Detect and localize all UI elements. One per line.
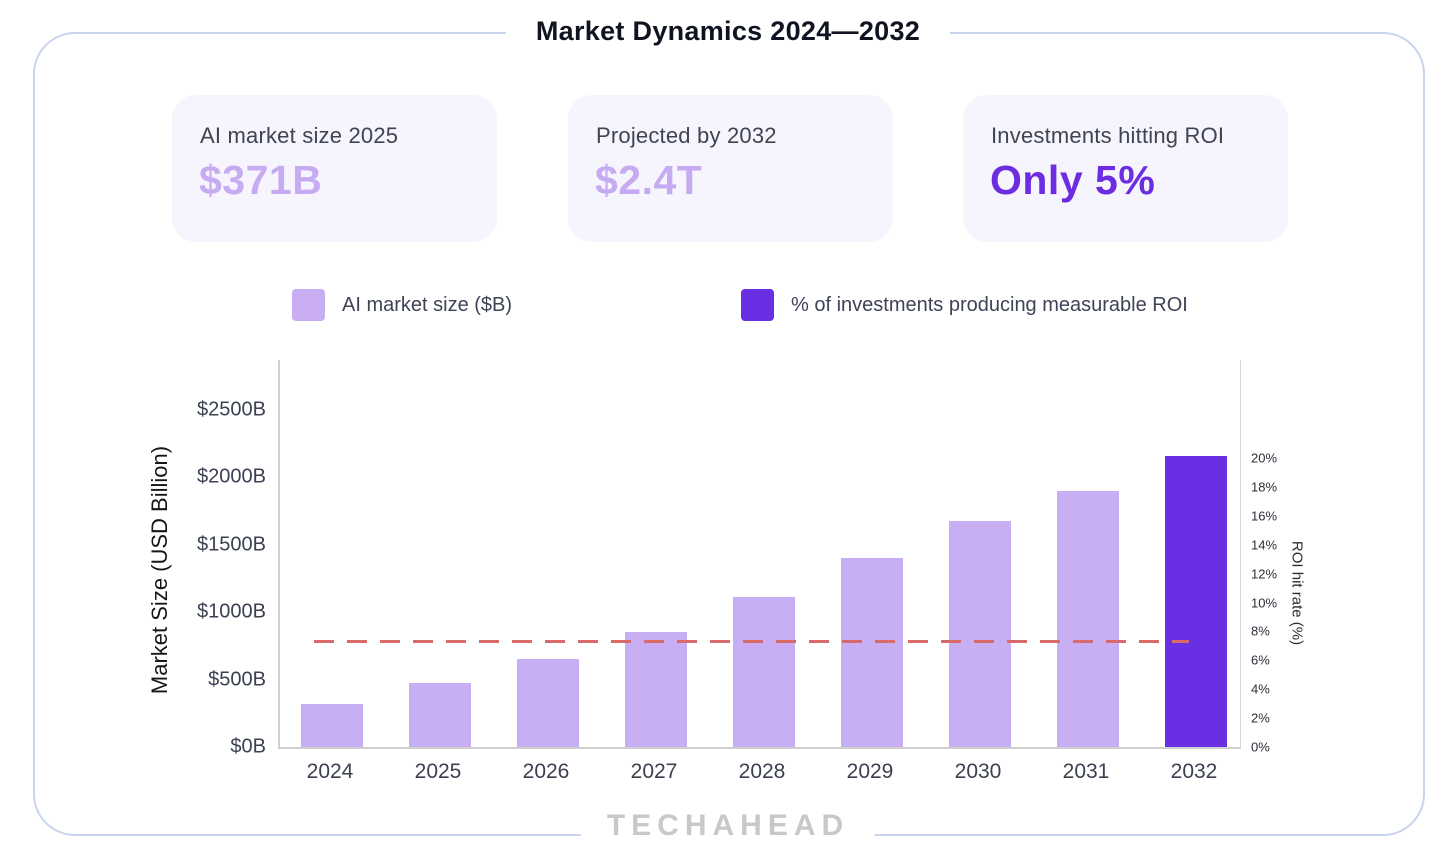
y-tick-right: 10% bbox=[1251, 595, 1278, 610]
x-tick-2030: 2030 bbox=[954, 760, 1002, 783]
y-axis-title-right: ROI hit rate (%) bbox=[1288, 540, 1306, 646]
x-tick-2024: 2024 bbox=[306, 760, 354, 783]
stat-label: Projected by 2032 bbox=[596, 123, 777, 148]
y-tick-left: $1000B bbox=[197, 600, 266, 623]
y-tick-left: $0B bbox=[230, 735, 266, 758]
bar-2032 bbox=[1165, 456, 1227, 747]
y-tick-right: 20% bbox=[1251, 450, 1278, 466]
bar-2024 bbox=[301, 704, 363, 747]
x-tick-2027: 2027 bbox=[630, 760, 678, 783]
x-tick-2032: 2032 bbox=[1170, 760, 1218, 783]
y-tick-left: $2500B bbox=[197, 398, 266, 421]
bar-2026 bbox=[517, 659, 579, 747]
stat-card-market-size-2025: AI market size 2025 $371B bbox=[172, 95, 497, 242]
y-tick-right: 18% bbox=[1251, 479, 1278, 495]
page-title: Market Dynamics 2024—2032 bbox=[505, 12, 951, 50]
y-tick-right: 8% bbox=[1251, 623, 1270, 639]
x-tick-2029: 2029 bbox=[846, 760, 894, 783]
bar-2027 bbox=[625, 632, 687, 747]
y-tick-left: $2000B bbox=[197, 465, 266, 488]
y-tick-right: 12% bbox=[1251, 566, 1278, 582]
legend-swatch-light-purple bbox=[292, 289, 325, 321]
y-tick-right: 2% bbox=[1251, 710, 1270, 726]
bar-2031 bbox=[1057, 491, 1119, 747]
stat-card-projected-2032: Projected by 2032 $2.4T bbox=[568, 95, 893, 242]
y-tick-right: 16% bbox=[1251, 508, 1278, 524]
y-tick-left: $1500B bbox=[197, 533, 266, 556]
y-tick-left: $500B bbox=[208, 668, 266, 691]
bar-2025 bbox=[409, 683, 471, 747]
y-tick-right: 0% bbox=[1251, 739, 1270, 755]
stat-value: $2.4T bbox=[595, 157, 703, 203]
y-tick-right: 14% bbox=[1251, 537, 1278, 553]
x-tick-2025: 2025 bbox=[414, 760, 462, 783]
x-tick-2026: 2026 bbox=[522, 760, 570, 783]
y-tick-right: 6% bbox=[1251, 652, 1270, 668]
y-tick-right: 4% bbox=[1251, 681, 1270, 697]
techahead-logo: TECHAHEAD bbox=[580, 806, 876, 846]
stat-card-roi: Investments hitting ROI Only 5% bbox=[963, 95, 1288, 242]
stat-value: Only 5% bbox=[990, 157, 1156, 203]
legend-item-roi: % of investments producing measurable RO… bbox=[741, 289, 1188, 321]
reference-dashed-line bbox=[314, 640, 1189, 643]
legend-label: AI market size ($B) bbox=[342, 293, 513, 316]
legend-swatch-dark-purple bbox=[741, 289, 774, 321]
x-tick-2031: 2031 bbox=[1062, 760, 1110, 783]
bar-2028 bbox=[733, 597, 795, 747]
legend-item-market-size: AI market size ($B) bbox=[292, 289, 512, 321]
stat-label: AI market size 2025 bbox=[200, 123, 399, 148]
stat-label: Investments hitting ROI bbox=[991, 123, 1225, 148]
bar-2029 bbox=[841, 558, 903, 747]
plot-area bbox=[278, 360, 1241, 749]
bar-2030 bbox=[949, 521, 1011, 747]
legend-label: % of investments producing measurable RO… bbox=[791, 293, 1188, 316]
x-tick-2028: 2028 bbox=[738, 760, 786, 783]
y-axis-title-left: Market Size (USD Billion) bbox=[147, 445, 172, 695]
stat-value: $371B bbox=[199, 157, 323, 203]
